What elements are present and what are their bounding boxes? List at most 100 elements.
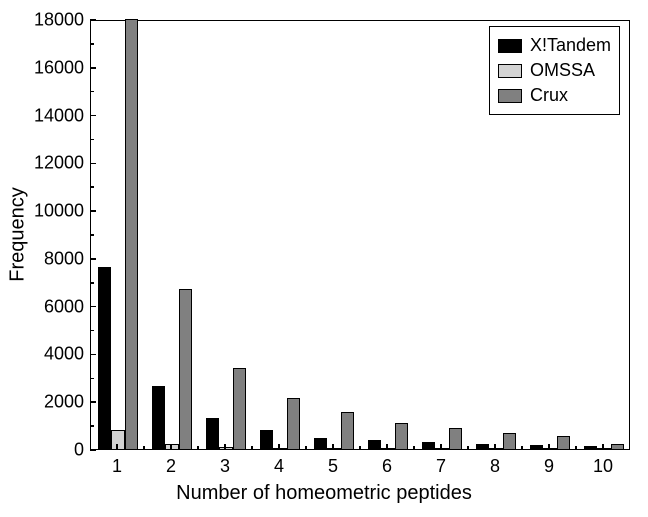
- y-minor-tick: [90, 282, 94, 284]
- y-tick-label: 18000: [34, 10, 84, 31]
- bar: [260, 430, 274, 449]
- x-tick-label: 1: [112, 456, 122, 477]
- x-tick: [332, 444, 334, 450]
- bar: [219, 447, 233, 449]
- legend-swatch: [498, 39, 522, 53]
- y-minor-tick: [90, 43, 94, 45]
- legend-label: OMSSA: [530, 60, 595, 81]
- x-minor-tick: [197, 446, 199, 450]
- y-tick: [90, 258, 96, 260]
- y-minor-tick: [90, 234, 94, 236]
- bar: [611, 444, 625, 449]
- legend-item: X!Tandem: [498, 35, 611, 56]
- legend-swatch: [498, 89, 522, 103]
- x-tick-label: 6: [382, 456, 392, 477]
- y-tick: [90, 210, 96, 212]
- y-minor-tick: [90, 378, 94, 380]
- y-tick: [90, 67, 96, 69]
- x-minor-tick: [143, 446, 145, 450]
- x-tick-label: 3: [220, 456, 230, 477]
- bar: [489, 448, 503, 449]
- x-tick: [278, 444, 280, 450]
- bar: [327, 448, 341, 449]
- legend-item: Crux: [498, 85, 611, 106]
- x-minor-tick: [521, 446, 523, 450]
- y-tick-label: 14000: [34, 105, 84, 126]
- x-minor-tick: [359, 446, 361, 450]
- x-tick: [224, 444, 226, 450]
- bar: [449, 428, 463, 449]
- bar: [314, 438, 328, 449]
- x-tick: [602, 444, 604, 450]
- bar: [597, 448, 611, 449]
- bar: [368, 440, 382, 449]
- bar: [341, 412, 355, 449]
- x-tick: [170, 444, 172, 450]
- bar: [395, 423, 409, 449]
- y-tick: [90, 401, 96, 403]
- bar: [422, 442, 436, 449]
- bar: [503, 433, 517, 449]
- legend: X!Tandem OMSSA Crux: [489, 26, 620, 115]
- x-minor-tick: [413, 446, 415, 450]
- y-tick-label: 10000: [34, 201, 84, 222]
- legend-swatch: [498, 64, 522, 78]
- x-tick-label: 7: [436, 456, 446, 477]
- y-minor-tick: [90, 425, 94, 427]
- y-minor-tick: [90, 330, 94, 332]
- x-tick-label: 2: [166, 456, 176, 477]
- x-tick: [494, 444, 496, 450]
- y-tick: [90, 449, 96, 451]
- legend-item: OMSSA: [498, 60, 611, 81]
- y-tick: [90, 19, 96, 21]
- bar: [206, 418, 220, 449]
- bar: [381, 448, 395, 449]
- bar-chart: 0 2000 4000 6000 8000 10000 12000 14000 16000 180…: [0, 0, 648, 517]
- legend-label: Crux: [530, 85, 568, 106]
- bar: [98, 267, 112, 449]
- y-minor-tick: [90, 91, 94, 93]
- x-tick-label: 9: [544, 456, 554, 477]
- x-minor-tick: [305, 446, 307, 450]
- y-minor-tick: [90, 186, 94, 188]
- y-tick-label: 12000: [34, 153, 84, 174]
- bar: [179, 289, 193, 449]
- y-tick: [90, 115, 96, 117]
- y-tick-label: 16000: [34, 57, 84, 78]
- y-tick: [90, 163, 96, 165]
- bar: [557, 436, 571, 449]
- x-tick-label: 10: [593, 456, 613, 477]
- x-tick: [548, 444, 550, 450]
- x-minor-tick: [575, 446, 577, 450]
- x-tick: [386, 444, 388, 450]
- x-tick-label: 8: [490, 456, 500, 477]
- legend-label: X!Tandem: [530, 35, 611, 56]
- x-tick: [116, 444, 118, 450]
- bar: [165, 444, 179, 449]
- y-tick-label: 6000: [44, 296, 84, 317]
- y-minor-tick: [90, 139, 94, 141]
- bar: [111, 430, 125, 449]
- y-tick-label: 4000: [44, 344, 84, 365]
- bar: [530, 445, 544, 449]
- x-axis-label: Number of homeometric peptides: [0, 482, 648, 505]
- bar: [125, 19, 139, 449]
- y-tick-label: 8000: [44, 248, 84, 269]
- bar: [543, 448, 557, 449]
- bar: [435, 448, 449, 449]
- bar: [476, 444, 490, 449]
- x-minor-tick: [251, 446, 253, 450]
- y-tick: [90, 354, 96, 356]
- x-tick: [440, 444, 442, 450]
- y-tick: [90, 306, 96, 308]
- y-axis-label: Frequency: [7, 135, 30, 335]
- x-minor-tick: [467, 446, 469, 450]
- bar: [233, 368, 247, 449]
- y-tick-label: 0: [74, 440, 84, 461]
- bar: [287, 398, 301, 449]
- y-tick-label: 2000: [44, 392, 84, 413]
- bar: [273, 448, 287, 449]
- x-tick-label: 4: [274, 456, 284, 477]
- x-tick-label: 5: [328, 456, 338, 477]
- bar: [152, 386, 166, 449]
